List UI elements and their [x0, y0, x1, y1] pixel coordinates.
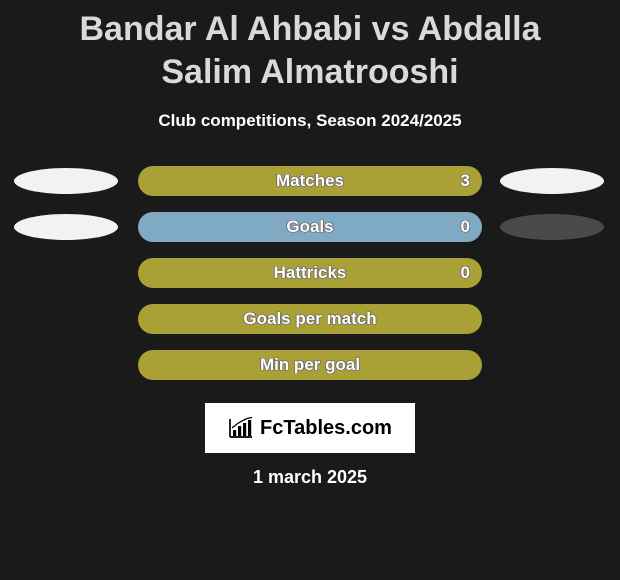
stat-label: Matches: [276, 171, 344, 191]
stat-row-hattricks: Hattricks 0: [6, 257, 614, 289]
stat-value: 0: [461, 217, 470, 237]
stat-rows: Matches 3 Goals 0 Hattricks 0 Goals per …: [0, 165, 620, 381]
stat-row-min-per-goal: Min per goal: [6, 349, 614, 381]
stat-value: 0: [461, 263, 470, 283]
stat-bar: Goals 0: [138, 212, 482, 242]
stat-label: Goals per match: [243, 309, 376, 329]
stat-bar: Hattricks 0: [138, 258, 482, 288]
left-ellipse: [14, 168, 118, 194]
right-ellipse: [500, 214, 604, 240]
stat-bar: Min per goal: [138, 350, 482, 380]
date-text: 1 march 2025: [0, 467, 620, 488]
stat-value: 3: [461, 171, 470, 191]
stat-label: Min per goal: [260, 355, 360, 375]
stat-label: Hattricks: [274, 263, 347, 283]
stat-row-matches: Matches 3: [6, 165, 614, 197]
logo-text: FcTables.com: [260, 417, 392, 440]
stat-row-goals-per-match: Goals per match: [6, 303, 614, 335]
right-ellipse: [500, 168, 604, 194]
chart-icon: [228, 417, 254, 439]
stat-row-goals: Goals 0: [6, 211, 614, 243]
stat-label: Goals: [286, 217, 333, 237]
logo-box: FcTables.com: [205, 403, 415, 453]
subtitle: Club competitions, Season 2024/2025: [0, 111, 620, 131]
page-title: Bandar Al Ahbabi vs Abdalla Salim Almatr…: [0, 8, 620, 93]
stat-bar: Goals per match: [138, 304, 482, 334]
stat-bar: Matches 3: [138, 166, 482, 196]
left-ellipse: [14, 214, 118, 240]
container: Bandar Al Ahbabi vs Abdalla Salim Almatr…: [0, 0, 620, 580]
